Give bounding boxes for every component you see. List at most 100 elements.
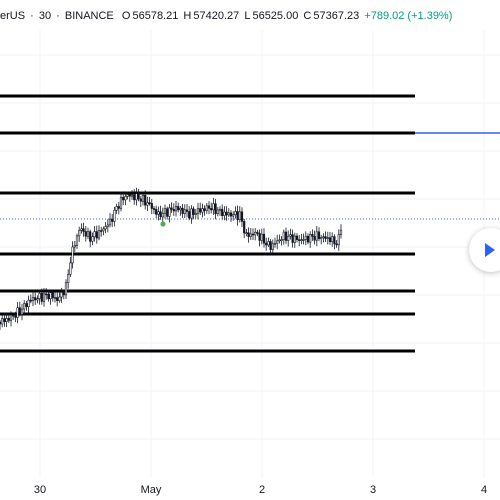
candle-body bbox=[262, 233, 266, 244]
interval-label: 30 bbox=[38, 10, 52, 22]
candle-body bbox=[18, 307, 21, 315]
candle-body bbox=[56, 297, 59, 301]
candle-body bbox=[51, 292, 54, 299]
candle-body bbox=[282, 231, 285, 240]
candle-body bbox=[1, 318, 4, 325]
candle-body bbox=[276, 240, 279, 244]
candle-body bbox=[320, 237, 323, 240]
candle-body bbox=[42, 293, 46, 302]
candle-body bbox=[313, 236, 316, 241]
candle-body bbox=[49, 292, 52, 300]
candle-body bbox=[199, 208, 202, 213]
candle-body bbox=[31, 297, 35, 301]
candle-body bbox=[232, 214, 235, 217]
close-label: C bbox=[303, 10, 312, 22]
candle-body bbox=[53, 297, 57, 299]
candle-body bbox=[78, 230, 81, 237]
candle-body bbox=[111, 218, 114, 222]
candle-body bbox=[67, 274, 70, 284]
candle-body bbox=[333, 236, 336, 245]
candle-body bbox=[335, 243, 338, 246]
candle-body bbox=[7, 318, 10, 321]
candle-body bbox=[16, 307, 19, 318]
candle-body bbox=[280, 239, 283, 241]
candle-body bbox=[240, 211, 244, 222]
candle-body bbox=[337, 234, 340, 246]
candle-body bbox=[47, 293, 50, 300]
candle-body bbox=[223, 211, 226, 216]
candle-body bbox=[135, 193, 138, 201]
candle-body bbox=[155, 208, 158, 215]
candle-body bbox=[212, 203, 215, 211]
candle-body bbox=[141, 195, 145, 202]
candle-body bbox=[71, 246, 74, 264]
candle-body bbox=[287, 235, 290, 241]
candle-body bbox=[27, 299, 30, 307]
candle-body bbox=[69, 262, 72, 275]
symbol-name[interactable]: erUS bbox=[0, 10, 26, 22]
candle-body bbox=[216, 209, 219, 214]
horizontal-levels bbox=[0, 94, 500, 353]
candle-body bbox=[183, 209, 186, 214]
time-axis-label: 30 bbox=[33, 484, 47, 496]
candle-body bbox=[36, 298, 39, 301]
replay-button[interactable] bbox=[469, 228, 500, 272]
candle-body bbox=[203, 208, 206, 211]
candle-body bbox=[229, 212, 233, 217]
candle-body bbox=[60, 292, 63, 298]
candle-body bbox=[298, 239, 301, 241]
candle-body bbox=[273, 242, 277, 245]
close-value: 57367.23 bbox=[313, 10, 360, 22]
candle-body bbox=[234, 211, 237, 215]
candle-body bbox=[40, 292, 43, 302]
candle-body bbox=[161, 212, 164, 218]
candle-body bbox=[75, 235, 79, 246]
candle-body bbox=[119, 196, 123, 209]
candle-body bbox=[177, 206, 180, 211]
candle-body bbox=[124, 196, 127, 201]
candle-body bbox=[29, 299, 32, 302]
candle-body bbox=[278, 239, 281, 242]
candle-body bbox=[95, 231, 98, 239]
candle-body bbox=[196, 208, 200, 214]
candle-body bbox=[174, 206, 178, 212]
candle-body bbox=[302, 239, 305, 241]
candle-body bbox=[267, 241, 270, 246]
open-value: 56578.21 bbox=[132, 10, 179, 22]
candle-body bbox=[34, 297, 37, 301]
candle-body bbox=[12, 314, 15, 317]
candle-body bbox=[117, 206, 120, 209]
candle-body bbox=[247, 232, 250, 237]
candle-body bbox=[269, 241, 272, 250]
candle-body bbox=[93, 231, 96, 238]
candle-body bbox=[271, 243, 274, 250]
high-value: 57420.27 bbox=[193, 10, 240, 22]
high-label: H bbox=[183, 10, 192, 22]
candle-body bbox=[227, 212, 230, 216]
candle-body bbox=[82, 228, 85, 232]
candle-body bbox=[122, 196, 125, 201]
candle-body bbox=[304, 235, 307, 240]
time-axis-label: 3 bbox=[369, 484, 377, 496]
time-axis-label: 2 bbox=[258, 484, 266, 496]
candle-body bbox=[221, 208, 224, 216]
candle-body bbox=[128, 194, 131, 197]
candle-body bbox=[20, 308, 24, 315]
candle-body bbox=[205, 205, 208, 211]
candle-body bbox=[295, 235, 299, 240]
play-icon bbox=[485, 243, 495, 257]
candle-body bbox=[84, 231, 87, 237]
candle-body bbox=[80, 228, 83, 231]
candle-body bbox=[284, 231, 288, 241]
candle-body bbox=[23, 303, 26, 310]
candle-body bbox=[86, 231, 90, 237]
candle-body bbox=[311, 234, 314, 237]
chart-annotations bbox=[160, 221, 166, 227]
time-axis-label: May bbox=[140, 484, 162, 496]
candle-body bbox=[207, 205, 211, 209]
candle-body bbox=[339, 229, 343, 235]
candle-body bbox=[179, 207, 182, 211]
candle-body bbox=[5, 318, 8, 322]
candle-body bbox=[168, 207, 171, 217]
